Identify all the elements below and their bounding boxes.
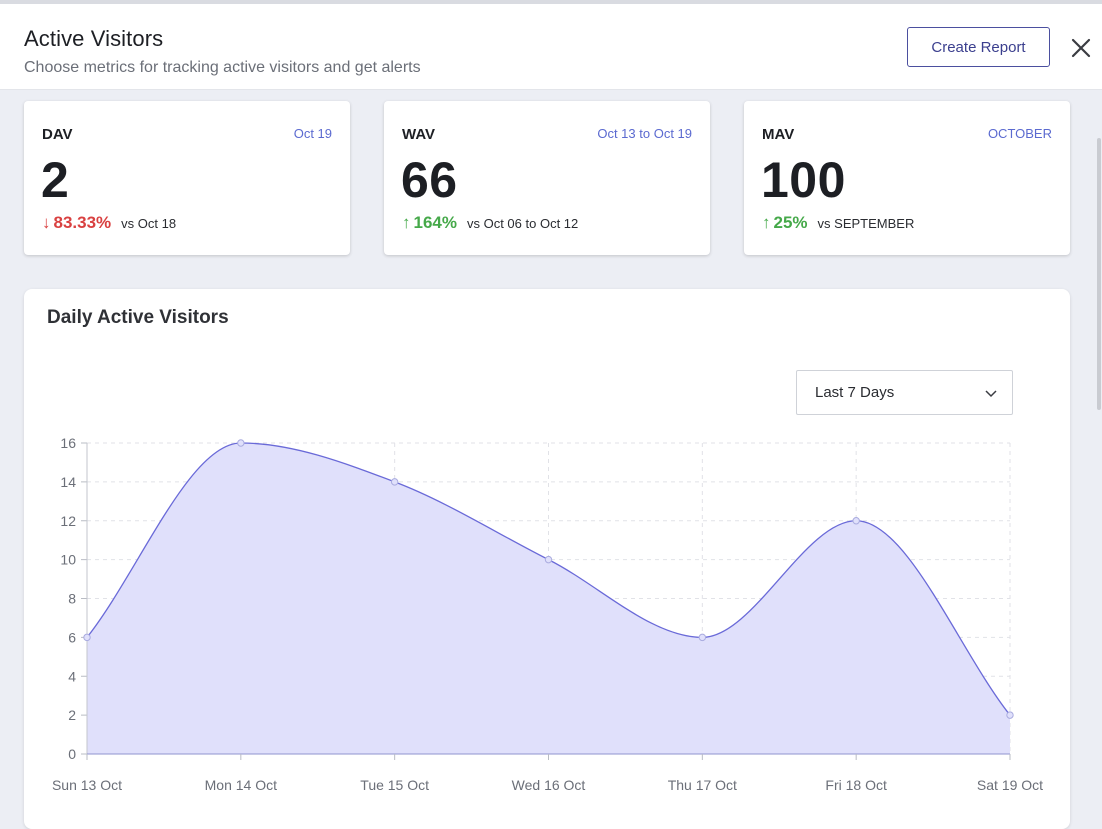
delta-comparison: vs Oct 06 to Oct 12 (466, 216, 579, 231)
close-icon[interactable] (1069, 36, 1093, 60)
chart-panel: Daily Active Visitors Last 7 Days 0 2 4 6 8 1… (24, 289, 1070, 829)
metric-period: Oct 19 (293, 126, 332, 141)
data-point (390, 478, 399, 486)
arrow-down-icon: ↓ (42, 213, 51, 232)
create-report-button[interactable]: Create Report (907, 27, 1050, 67)
metric-label: MAV (762, 126, 795, 143)
page-subtitle: Choose metrics for tracking active visit… (24, 59, 421, 76)
metric-card-dav: DAV Oct 19 2 ↓ 83.33% vs Oct 18 (24, 101, 350, 255)
delta-percent: 83.33% (53, 213, 112, 232)
metric-period: Oct 13 to Oct 19 (597, 126, 692, 141)
delta-comparison: vs Oct 18 (121, 216, 177, 231)
x-tick-label: Mon 14 Oct (205, 777, 277, 793)
data-point (544, 555, 553, 564)
data-point (852, 517, 860, 525)
delta-percent: 164% (413, 213, 457, 232)
y-tick-label: 16 (60, 435, 76, 451)
metric-label: DAV (42, 126, 73, 143)
y-tick-label: 4 (68, 668, 76, 684)
metric-delta: ↑ 164% vs Oct 06 to Oct 12 (402, 213, 578, 233)
data-point (237, 439, 245, 447)
series-line (86, 442, 1011, 716)
y-tick-label: 8 (68, 591, 76, 607)
data-point (83, 633, 91, 642)
chevron-down-icon (984, 386, 998, 400)
area-chart: 0 2 4 6 8 10 12 14 16 Sun 13 Oct Mon 14 Oct Tue 15 … (52, 435, 1043, 793)
top-border (0, 0, 1102, 4)
metric-card-wav: WAV Oct 13 to Oct 19 66 ↑ 164% vs Oct 06… (384, 101, 710, 255)
y-tick-label: 12 (60, 513, 76, 529)
area-fill (87, 443, 1010, 754)
x-tick-label: Tue 15 Oct (360, 777, 429, 793)
data-point (698, 633, 707, 642)
data-point (1006, 711, 1014, 719)
metric-value: 2 (41, 152, 70, 208)
date-range-select[interactable]: Last 7 Days (796, 370, 1013, 415)
scrollbar[interactable] (1097, 138, 1101, 410)
arrow-up-icon: ↑ (762, 213, 771, 232)
x-tick-label: Thu 17 Oct (668, 777, 737, 793)
metric-card-mav: MAV OCTOBER 100 ↑ 25% vs SEPTEMBER (744, 101, 1070, 255)
chart-title: Daily Active Visitors (47, 307, 229, 328)
x-tick-label: Fri 18 Oct (825, 777, 887, 793)
metric-delta: ↑ 25% vs SEPTEMBER (762, 213, 914, 233)
metric-delta: ↓ 83.33% vs Oct 18 (42, 213, 176, 233)
panel-header: Active Visitors Choose metrics for track… (0, 4, 1102, 90)
metric-period: OCTOBER (987, 126, 1052, 141)
y-tick-label: 2 (68, 707, 76, 723)
page-title: Active Visitors (24, 26, 164, 51)
x-tick-label: Sun 13 Oct (52, 777, 122, 793)
y-tick-label: 0 (68, 746, 76, 762)
delta-comparison: vs SEPTEMBER (817, 216, 915, 231)
y-tick-label: 6 (68, 629, 76, 645)
metric-value: 66 (401, 152, 458, 208)
metric-value: 100 (761, 152, 846, 208)
metric-label: WAV (402, 126, 436, 143)
x-tick-label: Sat 19 Oct (977, 777, 1043, 793)
date-range-value: Last 7 Days (815, 384, 895, 401)
delta-percent: 25% (773, 213, 808, 232)
y-tick-label: 10 (60, 552, 76, 568)
y-tick-label: 14 (60, 474, 76, 490)
arrow-up-icon: ↑ (402, 213, 411, 232)
x-tick-label: Wed 16 Oct (512, 777, 586, 793)
